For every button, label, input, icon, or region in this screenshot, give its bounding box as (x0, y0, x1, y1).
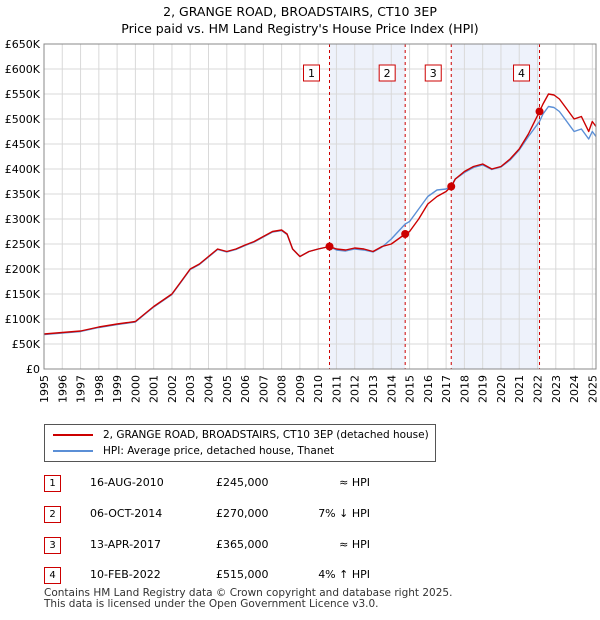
shaded-period-1 (329, 44, 406, 369)
marker-label: 2 (384, 67, 391, 80)
y-tick-label: £550K (5, 88, 41, 101)
legend-label-hpi: HPI: Average price, detached house, Than… (103, 445, 335, 457)
y-tick-label: £650K (5, 38, 41, 51)
marker-box (303, 64, 321, 82)
marker-box (378, 64, 396, 82)
y-tick-label: £500K (5, 113, 41, 126)
y-tick-label: £450K (5, 138, 41, 151)
footer-copyright: Contains HM Land Registry data © Crown c… (44, 587, 453, 599)
chart-subtitle: Price paid vs. HM Land Registry's House … (121, 21, 479, 36)
sale-date: 06-OCT-2014 (90, 507, 163, 520)
x-tick-label: 2019 (477, 375, 490, 403)
x-tick-label: 2014 (385, 375, 398, 403)
y-tick-label: £100K (5, 313, 41, 326)
legend-item-hpi: HPI: Average price, detached house, Than… (53, 443, 334, 459)
x-tick-label: 2013 (367, 375, 380, 403)
marker-box (424, 64, 442, 82)
y-tick-label: £300K (5, 213, 41, 226)
sale-hpi-comparison: 7% ↓ HPI (318, 507, 370, 520)
y-tick-label: £350K (5, 188, 41, 201)
x-tick-label: 2020 (495, 375, 508, 403)
x-tick-label: 2017 (440, 375, 453, 403)
sale-date: 16-AUG-2010 (90, 476, 164, 489)
x-tick-label: 2011 (330, 375, 343, 403)
x-tick-label: 2006 (239, 375, 252, 403)
x-tick-label: 1997 (75, 375, 88, 403)
marker-box (513, 64, 531, 82)
sale-marker-4: 4 (513, 64, 531, 82)
sale-row-2: 2 06-OCT-2014 £270,000 7% ↓ HPI (44, 505, 584, 523)
sale-price: £270,000 (216, 507, 269, 520)
footer-licence: This data is licensed under the Open Gov… (44, 598, 379, 610)
sale-row-4: 4 10-FEB-2022 £515,000 4% ↑ HPI (44, 566, 584, 584)
x-tick-label: 1996 (56, 375, 69, 403)
x-tick-label: 2024 (568, 375, 581, 403)
y-tick-label: £50K (12, 338, 41, 351)
y-tick-label: £600K (5, 63, 41, 76)
sale-point-3 (447, 182, 456, 191)
x-tick-label: 1998 (93, 375, 106, 403)
legend-label-property: 2, GRANGE ROAD, BROADSTAIRS, CT10 3EP (d… (103, 429, 429, 441)
y-tick-label: £150K (5, 288, 41, 301)
x-tick-label: 2018 (458, 375, 471, 403)
shaded-period-2 (451, 44, 540, 369)
sale-marker-2: 2 (378, 64, 396, 82)
sale-point-1 (325, 242, 334, 251)
x-tick-label: 1999 (111, 375, 124, 403)
x-tick-label: 2001 (148, 375, 161, 403)
sale-hpi-comparison: 4% ↑ HPI (318, 568, 370, 581)
chart-title-address: 2, GRANGE ROAD, BROADSTAIRS, CT10 3EP (163, 4, 437, 19)
sale-row-3: 3 13-APR-2017 £365,000 ≈ HPI (44, 536, 584, 554)
sale-point-2 (401, 230, 410, 238)
sale-price: £515,000 (216, 568, 269, 581)
y-tick-label: £0 (26, 363, 40, 376)
x-tick-label: 2025 (586, 375, 599, 403)
sale-hpi-comparison: ≈ HPI (339, 538, 370, 551)
marker-label: 3 (430, 67, 437, 80)
sale-number-badge: 3 (44, 537, 61, 554)
x-tick-label: 2002 (166, 375, 179, 403)
x-tick-label: 2000 (129, 375, 142, 403)
x-tick-label: 2007 (257, 375, 270, 403)
x-tick-label: 2023 (550, 375, 563, 403)
legend-item-property: 2, GRANGE ROAD, BROADSTAIRS, CT10 3EP (d… (53, 427, 429, 443)
sale-number-badge: 4 (44, 567, 61, 584)
x-tick-label: 2003 (184, 375, 197, 403)
y-tick-label: £250K (5, 238, 41, 251)
legend-swatch-hpi (53, 450, 93, 452)
x-tick-label: 2012 (349, 375, 362, 403)
marker-label: 1 (308, 67, 315, 80)
sale-number-badge: 1 (44, 475, 61, 492)
marker-label: 4 (518, 67, 525, 80)
y-tick-label: £200K (5, 263, 41, 276)
x-tick-label: 2010 (312, 375, 325, 403)
x-tick-label: 2004 (203, 375, 216, 403)
x-tick-label: 1995 (38, 375, 51, 403)
x-tick-label: 2021 (513, 375, 526, 403)
plot-frame (43, 43, 597, 370)
chart-legend: 2, GRANGE ROAD, BROADSTAIRS, CT10 3EP (d… (44, 424, 436, 462)
x-tick-label: 2015 (404, 375, 417, 403)
legend-swatch-property (53, 434, 93, 436)
price-chart: £0 £50K £100K £150K £200K £250K £300K £350K £400… (5, 38, 600, 403)
sale-hpi-comparison: ≈ HPI (339, 476, 370, 489)
sale-marker-1: 1 (303, 64, 321, 82)
sale-price: £245,000 (216, 476, 269, 489)
x-tick-label: 2022 (532, 375, 545, 403)
x-tick-label: 2005 (221, 375, 234, 403)
sale-marker-3: 3 (424, 64, 442, 82)
sale-date: 10-FEB-2022 (90, 568, 161, 581)
footer-attribution: Contains HM Land Registry data © Crown c… (44, 588, 452, 610)
x-tick-label: 2008 (276, 375, 289, 403)
y-tick-label: £400K (5, 163, 41, 176)
x-tick-label: 2009 (294, 375, 307, 403)
sale-number-badge: 2 (44, 506, 61, 523)
sale-point-4 (535, 107, 544, 116)
sale-price: £365,000 (216, 538, 269, 551)
sale-date: 13-APR-2017 (90, 538, 162, 551)
sale-row-1: 1 16-AUG-2010 £245,000 ≈ HPI (44, 474, 584, 492)
x-tick-label: 2016 (422, 375, 435, 403)
